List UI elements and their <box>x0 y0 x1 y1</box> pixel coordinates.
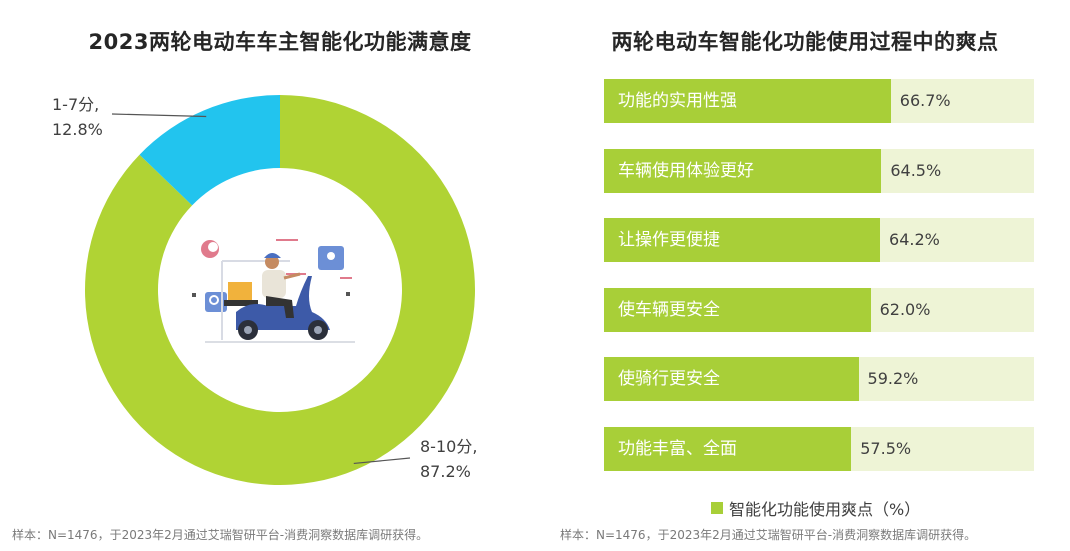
search-icon <box>205 292 227 312</box>
donut-slice-1 <box>139 95 280 206</box>
donut-chart-title: 2023两轮电动车车主智能化功能满意度 <box>88 30 472 54</box>
leader-line-1 <box>111 113 207 118</box>
source-note-left: 样本：N=1476，于2023年2月通过艾瑞智研平台-消费洞察数据库调研获得。 <box>12 528 429 542</box>
bar <box>604 79 891 123</box>
bar <box>604 218 881 263</box>
bar-row: 功能的实用性强 66.7% <box>604 79 1034 123</box>
bar-legend: 智能化功能使用爽点（%） <box>711 496 920 520</box>
bar-row: 使骑行更安全 59.2% <box>604 357 1034 402</box>
donut-slice-0 <box>85 95 476 486</box>
bar-value-label: 62.0% <box>879 299 931 319</box>
legend-label: 智能化功能使用爽点（%） <box>729 500 921 519</box>
bar-category-label: 使骑行更安全 <box>618 369 720 390</box>
bar-value-label: 64.5% <box>890 160 942 180</box>
slice-label-1-7: 1-7分, 12.8% <box>52 95 103 139</box>
slice-label-8-10: 8-10分, 87.2% <box>420 437 478 481</box>
bar-category-label: 功能丰富、全面 <box>618 439 737 459</box>
bar-category-label: 让操作更便捷 <box>618 230 720 251</box>
bar-value-label: 64.2% <box>889 230 940 250</box>
bar <box>604 148 882 193</box>
source-note-right: 样本：N=1476，于2023年2月通过艾瑞智研平台-消费洞察数据库调研获得。 <box>560 528 977 542</box>
bar-category-label: 功能的实用性强 <box>618 91 737 111</box>
bar <box>604 287 871 332</box>
donut-chart <box>85 95 476 486</box>
bar <box>604 427 852 471</box>
bar-row: 功能丰富、全面 57.5% <box>604 427 1034 471</box>
bar-row: 让操作更便捷 64.2% <box>604 218 1034 263</box>
leader-line-0 <box>353 457 411 465</box>
bar-category-label: 使车辆更安全 <box>618 299 720 320</box>
bar-value-label: 57.5% <box>860 439 912 458</box>
bar-value-label: 66.7% <box>899 91 951 110</box>
bar-row: 车辆使用体验更好 64.5% <box>604 148 1034 193</box>
bar-row: 使车辆更安全 62.0% <box>604 287 1034 332</box>
bar-value-label: 59.2% <box>867 369 919 389</box>
bar-chart-title: 两轮电动车智能化功能使用过程中的爽点 <box>611 30 999 54</box>
bar <box>604 357 859 402</box>
bar-category-label: 车辆使用体验更好 <box>618 160 754 181</box>
scooter-rider-illustration <box>192 239 355 343</box>
legend-swatch <box>711 502 723 514</box>
